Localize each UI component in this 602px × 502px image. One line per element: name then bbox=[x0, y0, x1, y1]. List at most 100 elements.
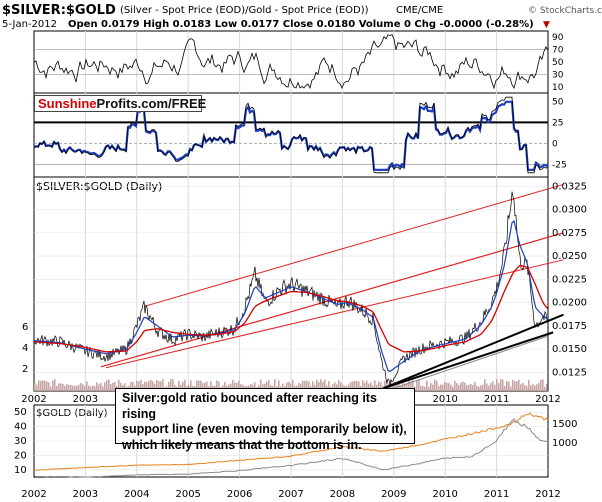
volume-bar bbox=[150, 379, 152, 391]
volume-bar bbox=[480, 385, 482, 391]
price-tick-label: 0.0200 bbox=[552, 298, 587, 309]
volume-bar bbox=[240, 384, 242, 391]
volume-bar bbox=[104, 382, 106, 391]
volume-bar bbox=[260, 379, 262, 391]
volume-bar bbox=[516, 381, 518, 391]
volume-bar bbox=[224, 382, 226, 391]
volume-bar bbox=[50, 386, 52, 391]
volume-bar bbox=[56, 386, 58, 391]
volume-bar bbox=[404, 383, 406, 391]
gold-panel-title: $GOLD (Daily) bbox=[36, 408, 108, 419]
volume-bar bbox=[148, 380, 150, 391]
volume-bar bbox=[98, 384, 100, 391]
silver-price-line bbox=[33, 418, 549, 479]
volume-bar bbox=[286, 382, 288, 391]
volume-bar bbox=[438, 386, 440, 391]
volume-bar bbox=[336, 384, 338, 391]
volume-bar bbox=[410, 381, 412, 391]
volume-bar bbox=[232, 379, 234, 391]
x-tick-label: 2009 bbox=[381, 489, 406, 500]
volume-bar bbox=[398, 383, 400, 391]
volume-tick-label: 2 bbox=[22, 364, 28, 375]
volume-bar bbox=[482, 384, 484, 391]
volume-bar bbox=[448, 383, 450, 391]
volume-bar bbox=[60, 383, 62, 391]
volume-bar bbox=[500, 379, 502, 391]
volume-bar bbox=[504, 386, 506, 391]
volume-bar bbox=[446, 382, 448, 391]
roc-tick-label: 25 bbox=[552, 118, 563, 128]
volume-bar bbox=[534, 385, 536, 391]
volume-bar bbox=[200, 380, 202, 391]
volume-bar bbox=[282, 383, 284, 391]
volume-bar bbox=[218, 381, 220, 391]
volume-bar bbox=[52, 380, 54, 391]
price-tick-label: 0.0275 bbox=[552, 228, 587, 239]
volume-bar bbox=[348, 384, 350, 391]
volume-bar bbox=[386, 379, 388, 391]
volume-bar bbox=[146, 382, 148, 391]
price-tick-label: 0.0175 bbox=[552, 321, 587, 332]
volume-bar bbox=[342, 384, 344, 391]
gold-left-tick-label: 20 bbox=[14, 450, 27, 461]
date-label: 5-Jan-2012 bbox=[2, 19, 57, 30]
axis-labels: 2002200220032003200420042005200520062006… bbox=[14, 33, 587, 500]
sunshine-profits-logo: SunshineProfits.com/FREE bbox=[34, 95, 206, 112]
volume-bar bbox=[424, 386, 426, 391]
volume-bar bbox=[152, 381, 154, 391]
volume-bar bbox=[494, 384, 496, 391]
channel-upper-line bbox=[144, 183, 564, 307]
volume-bar bbox=[138, 381, 140, 391]
volume-bar bbox=[358, 381, 360, 391]
volume-bar bbox=[36, 384, 38, 391]
moving-average-long-line bbox=[33, 264, 549, 353]
volume-bar bbox=[170, 379, 172, 391]
volume-bar bbox=[206, 381, 208, 391]
price-tick-label: 0.0125 bbox=[552, 367, 587, 378]
support-line-lower bbox=[383, 331, 554, 390]
volume-bar bbox=[304, 380, 306, 391]
price-tick-label: 0.0225 bbox=[552, 274, 587, 285]
volume-bar bbox=[236, 382, 238, 391]
volume-bar bbox=[90, 386, 92, 391]
volume-bar bbox=[432, 384, 434, 391]
volume-bar bbox=[120, 382, 122, 391]
volume-bar bbox=[234, 382, 236, 391]
volume-bar bbox=[216, 380, 218, 391]
volume-bar bbox=[308, 381, 310, 391]
volume-bar bbox=[526, 386, 528, 391]
volume-bar bbox=[168, 381, 170, 391]
volume-bar bbox=[298, 382, 300, 391]
volume-bar bbox=[430, 383, 432, 391]
volume-bar bbox=[488, 385, 490, 391]
volume-bar bbox=[444, 382, 446, 391]
volume-bar bbox=[182, 381, 184, 391]
volume-bar bbox=[392, 383, 394, 391]
volume-bar bbox=[316, 379, 318, 391]
volume-bar bbox=[318, 381, 320, 391]
volume-bar bbox=[468, 385, 470, 391]
volume-bar bbox=[496, 379, 498, 391]
volume-bar bbox=[160, 381, 162, 391]
volume-bar bbox=[174, 384, 176, 391]
volume-bar bbox=[520, 384, 522, 391]
volume-bar bbox=[266, 381, 268, 391]
volume-bar bbox=[338, 380, 340, 391]
rsi-panel bbox=[33, 34, 549, 90]
chart-title: $SILVER:$GOLD bbox=[2, 3, 116, 18]
volume-bar bbox=[332, 384, 334, 391]
volume-bar bbox=[370, 382, 372, 391]
volume-bar bbox=[136, 380, 138, 391]
volume-bar bbox=[322, 381, 324, 391]
annotation-box: Silver:gold ratio bounced after reaching… bbox=[115, 388, 415, 452]
volume-bar bbox=[356, 381, 358, 391]
volume-bar bbox=[462, 381, 464, 391]
volume-bar bbox=[106, 380, 108, 391]
volume-bar bbox=[48, 382, 50, 391]
ohlc-readout: Open 0.0179 High 0.0183 Low 0.0177 Close… bbox=[68, 19, 534, 30]
roc-line bbox=[33, 96, 549, 174]
main-price-panel: $SILVER:$GOLD (Daily) bbox=[33, 180, 564, 391]
rsi-tick-label: 50 bbox=[552, 58, 564, 68]
volume-bar bbox=[34, 382, 36, 391]
volume-bar bbox=[524, 385, 526, 391]
